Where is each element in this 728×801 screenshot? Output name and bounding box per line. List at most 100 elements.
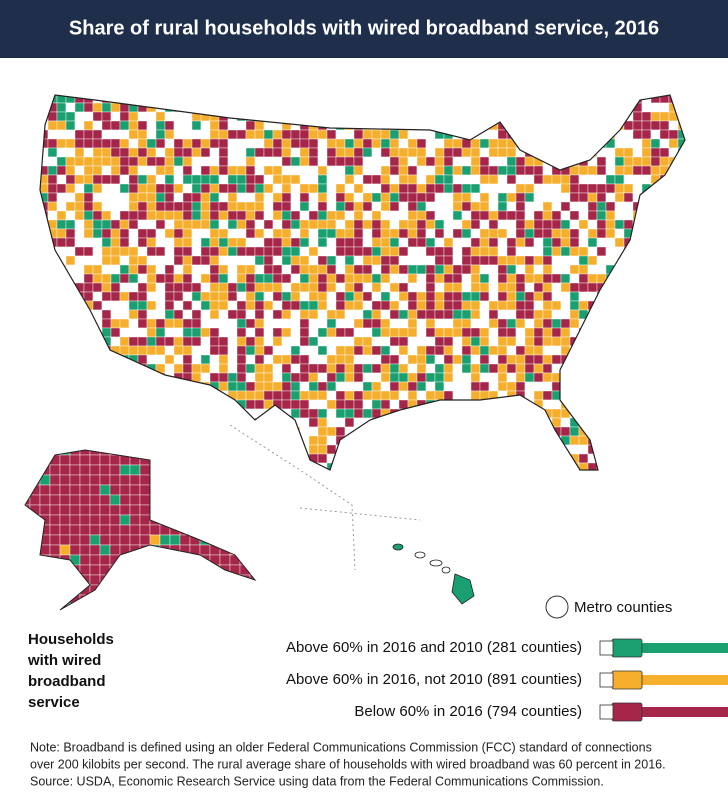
county <box>179 454 191 466</box>
county <box>83 354 94 365</box>
county <box>696 220 705 229</box>
county <box>659 120 670 131</box>
county <box>605 165 616 176</box>
county <box>587 282 598 293</box>
county <box>137 255 148 266</box>
county <box>578 264 589 275</box>
county <box>218 372 229 383</box>
county <box>434 210 445 221</box>
county <box>74 363 85 374</box>
county <box>470 219 481 230</box>
county <box>443 273 454 284</box>
county <box>173 399 184 410</box>
county <box>506 111 517 122</box>
county <box>317 426 328 437</box>
county <box>515 372 526 383</box>
county <box>229 450 241 456</box>
county <box>416 282 427 293</box>
county <box>83 102 94 113</box>
county <box>533 309 544 320</box>
county <box>79 494 91 506</box>
county <box>74 435 85 446</box>
county <box>272 381 283 392</box>
county <box>344 390 355 401</box>
county <box>659 417 670 428</box>
county <box>92 219 103 230</box>
county <box>249 544 255 556</box>
county <box>137 282 148 293</box>
county <box>362 453 373 464</box>
county <box>219 472 228 481</box>
county <box>533 417 544 428</box>
county <box>239 454 251 466</box>
county <box>137 129 148 140</box>
county <box>137 444 148 455</box>
county <box>40 309 49 320</box>
county <box>578 273 589 284</box>
county <box>218 219 229 230</box>
county <box>101 435 112 446</box>
county <box>89 504 101 516</box>
county <box>524 453 535 464</box>
county <box>219 450 231 456</box>
county <box>344 417 355 428</box>
county <box>362 444 373 455</box>
county <box>89 454 101 466</box>
county <box>461 417 472 428</box>
county <box>398 228 409 239</box>
county <box>569 444 580 455</box>
county <box>632 300 643 311</box>
county <box>578 444 589 455</box>
county <box>677 354 685 365</box>
county <box>497 237 508 248</box>
county <box>533 183 544 194</box>
county <box>479 120 490 131</box>
county <box>398 111 409 122</box>
county <box>290 246 301 257</box>
county <box>389 228 400 239</box>
county <box>479 336 490 347</box>
county <box>137 237 148 248</box>
county <box>191 174 202 185</box>
county <box>129 474 141 486</box>
county <box>326 138 337 149</box>
county <box>506 147 517 158</box>
county <box>506 228 517 239</box>
county <box>461 129 472 140</box>
county <box>524 291 535 302</box>
county <box>326 291 337 302</box>
county <box>560 453 571 464</box>
county <box>155 345 166 356</box>
county <box>659 435 670 446</box>
county <box>263 309 274 320</box>
county <box>39 574 51 586</box>
county <box>110 183 121 194</box>
county <box>371 345 382 356</box>
county <box>677 399 685 410</box>
county <box>281 165 292 176</box>
county <box>353 102 364 113</box>
county <box>488 210 499 221</box>
county <box>65 372 76 383</box>
county <box>632 291 643 302</box>
county <box>560 95 571 104</box>
county <box>533 282 544 293</box>
county <box>30 184 39 193</box>
county <box>146 264 157 275</box>
county <box>398 219 409 230</box>
county <box>677 426 685 437</box>
county <box>614 291 625 302</box>
county <box>452 435 463 446</box>
county <box>380 318 391 329</box>
county <box>199 544 211 556</box>
cable <box>640 675 728 685</box>
county <box>110 138 121 149</box>
county <box>488 462 499 470</box>
county <box>128 219 139 230</box>
county <box>236 129 247 140</box>
county <box>299 237 310 248</box>
county <box>479 201 490 212</box>
county <box>327 85 336 94</box>
county <box>479 327 490 338</box>
county <box>209 273 220 284</box>
